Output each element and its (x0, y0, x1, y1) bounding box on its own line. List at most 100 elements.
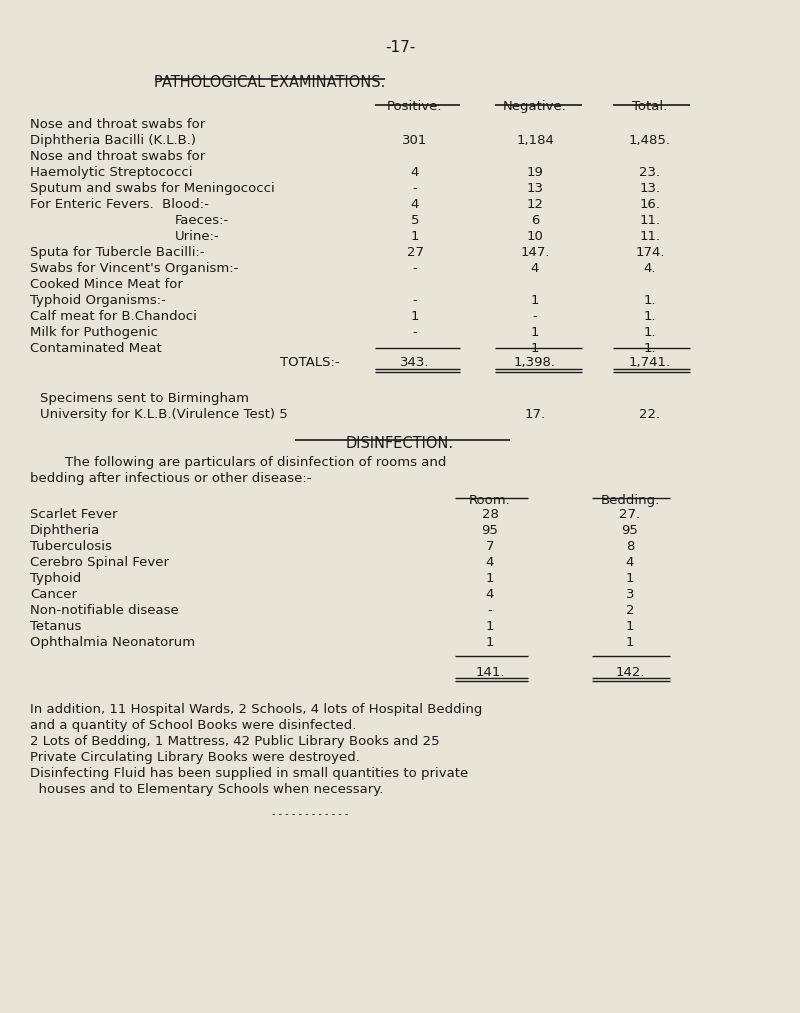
Text: Milk for Puthogenic: Milk for Puthogenic (30, 326, 158, 339)
Text: University for K.L.B.(Virulence Test) 5: University for K.L.B.(Virulence Test) 5 (40, 408, 288, 421)
Text: 17.: 17. (525, 408, 546, 421)
Text: 12: 12 (526, 198, 543, 211)
Text: 141.: 141. (475, 666, 505, 679)
Text: Haemolytic Streptococci: Haemolytic Streptococci (30, 166, 193, 179)
Text: bedding after infectious or other disease:-: bedding after infectious or other diseas… (30, 472, 311, 485)
Text: Nose and throat swabs for: Nose and throat swabs for (30, 118, 206, 131)
Text: TOTALS:-: TOTALS:- (280, 356, 340, 369)
Text: Typhoid: Typhoid (30, 572, 82, 585)
Text: Contaminated Meat: Contaminated Meat (30, 342, 162, 355)
Text: For Enteric Fevers.  Blood:-: For Enteric Fevers. Blood:- (30, 198, 209, 211)
Text: 2: 2 (626, 604, 634, 617)
Text: 3: 3 (626, 588, 634, 601)
Text: 4: 4 (531, 262, 539, 275)
Text: Typhoid Organisms:-: Typhoid Organisms:- (30, 294, 166, 307)
Text: Diphtheria: Diphtheria (30, 524, 100, 537)
Text: 5: 5 (410, 214, 419, 227)
Text: Calf meat for B.Chandoci: Calf meat for B.Chandoci (30, 310, 197, 323)
Text: 1: 1 (626, 572, 634, 585)
Text: 1,398.: 1,398. (514, 356, 556, 369)
Text: 1.: 1. (644, 294, 656, 307)
Text: 343.: 343. (400, 356, 430, 369)
Text: -17-: -17- (385, 40, 415, 55)
Text: 1: 1 (486, 572, 494, 585)
Text: -: - (413, 262, 418, 275)
Text: 27: 27 (406, 246, 423, 259)
Text: Faeces:-: Faeces:- (175, 214, 230, 227)
Text: 4: 4 (626, 556, 634, 569)
Text: 1: 1 (486, 620, 494, 633)
Text: and a quantity of School Books were disinfected.: and a quantity of School Books were disi… (30, 719, 356, 732)
Text: Negative.: Negative. (503, 100, 567, 113)
Text: 13: 13 (526, 182, 543, 194)
Text: Urine:-: Urine:- (175, 230, 220, 243)
Text: 11.: 11. (639, 214, 661, 227)
Text: Swabs for Vincent's Organism:-: Swabs for Vincent's Organism:- (30, 262, 238, 275)
Text: 22.: 22. (639, 408, 661, 421)
Text: -: - (413, 294, 418, 307)
Text: 1.: 1. (644, 310, 656, 323)
Text: Disinfecting Fluid has been supplied in small quantities to private: Disinfecting Fluid has been supplied in … (30, 767, 468, 780)
Text: 95: 95 (622, 524, 638, 537)
Text: 7: 7 (486, 540, 494, 553)
Text: Nose and throat swabs for: Nose and throat swabs for (30, 150, 206, 163)
Text: 1: 1 (410, 310, 419, 323)
Text: Bedding.: Bedding. (600, 494, 660, 506)
Text: The following are particulars of disinfection of rooms and: The following are particulars of disinfe… (65, 456, 446, 469)
Text: 1.: 1. (644, 326, 656, 339)
Text: 10: 10 (526, 230, 543, 243)
Text: 8: 8 (626, 540, 634, 553)
Text: 1: 1 (626, 636, 634, 649)
Text: -: - (488, 604, 492, 617)
Text: Cancer: Cancer (30, 588, 77, 601)
Text: 1: 1 (486, 636, 494, 649)
Text: Diphtheria Bacilli (K.L.B.): Diphtheria Bacilli (K.L.B.) (30, 134, 196, 147)
Text: 1,184: 1,184 (516, 134, 554, 147)
Text: Private Circulating Library Books were destroyed.: Private Circulating Library Books were d… (30, 751, 360, 764)
Text: -: - (413, 342, 418, 355)
Text: -: - (413, 326, 418, 339)
Text: 13.: 13. (639, 182, 661, 194)
Text: Cerebro Spinal Fever: Cerebro Spinal Fever (30, 556, 169, 569)
Text: 1: 1 (530, 326, 539, 339)
Text: Cooked Mince Meat for: Cooked Mince Meat for (30, 278, 183, 291)
Text: 19: 19 (526, 166, 543, 179)
Text: 4: 4 (486, 588, 494, 601)
Text: 6: 6 (531, 214, 539, 227)
Text: 1,741.: 1,741. (629, 356, 671, 369)
Text: - - - - - - - - - - - -: - - - - - - - - - - - - (272, 809, 348, 819)
Text: Scarlet Fever: Scarlet Fever (30, 508, 118, 521)
Text: -: - (413, 182, 418, 194)
Text: 1: 1 (410, 230, 419, 243)
Text: DISINFECTION.: DISINFECTION. (346, 436, 454, 451)
Text: 28: 28 (482, 508, 498, 521)
Text: 301: 301 (402, 134, 428, 147)
Text: 1,485.: 1,485. (629, 134, 671, 147)
Text: 2 Lots of Bedding, 1 Mattress, 42 Public Library Books and 25: 2 Lots of Bedding, 1 Mattress, 42 Public… (30, 735, 440, 748)
Text: 147.: 147. (520, 246, 550, 259)
Text: 1.: 1. (644, 342, 656, 355)
Text: Sputum and swabs for Meningococci: Sputum and swabs for Meningococci (30, 182, 274, 194)
Text: 4: 4 (411, 198, 419, 211)
Text: 142.: 142. (615, 666, 645, 679)
Text: 4: 4 (486, 556, 494, 569)
Text: 16.: 16. (639, 198, 661, 211)
Text: Positive.: Positive. (387, 100, 442, 113)
Text: 11.: 11. (639, 230, 661, 243)
Text: PATHOLOGICAL EXAMINATIONS.: PATHOLOGICAL EXAMINATIONS. (154, 75, 386, 90)
Text: Room.: Room. (469, 494, 511, 506)
Text: 1: 1 (626, 620, 634, 633)
Text: Tetanus: Tetanus (30, 620, 82, 633)
Text: Total.: Total. (632, 100, 668, 113)
Text: Tuberculosis: Tuberculosis (30, 540, 112, 553)
Text: Non-notifiable disease: Non-notifiable disease (30, 604, 178, 617)
Text: houses and to Elementary Schools when necessary.: houses and to Elementary Schools when ne… (30, 783, 383, 796)
Text: 1: 1 (530, 294, 539, 307)
Text: -: - (533, 310, 538, 323)
Text: 174.: 174. (635, 246, 665, 259)
Text: 23.: 23. (639, 166, 661, 179)
Text: 1: 1 (530, 342, 539, 355)
Text: Sputa for Tubercle Bacilli:-: Sputa for Tubercle Bacilli:- (30, 246, 205, 259)
Text: 4: 4 (411, 166, 419, 179)
Text: Specimens sent to Birmingham: Specimens sent to Birmingham (40, 392, 249, 405)
